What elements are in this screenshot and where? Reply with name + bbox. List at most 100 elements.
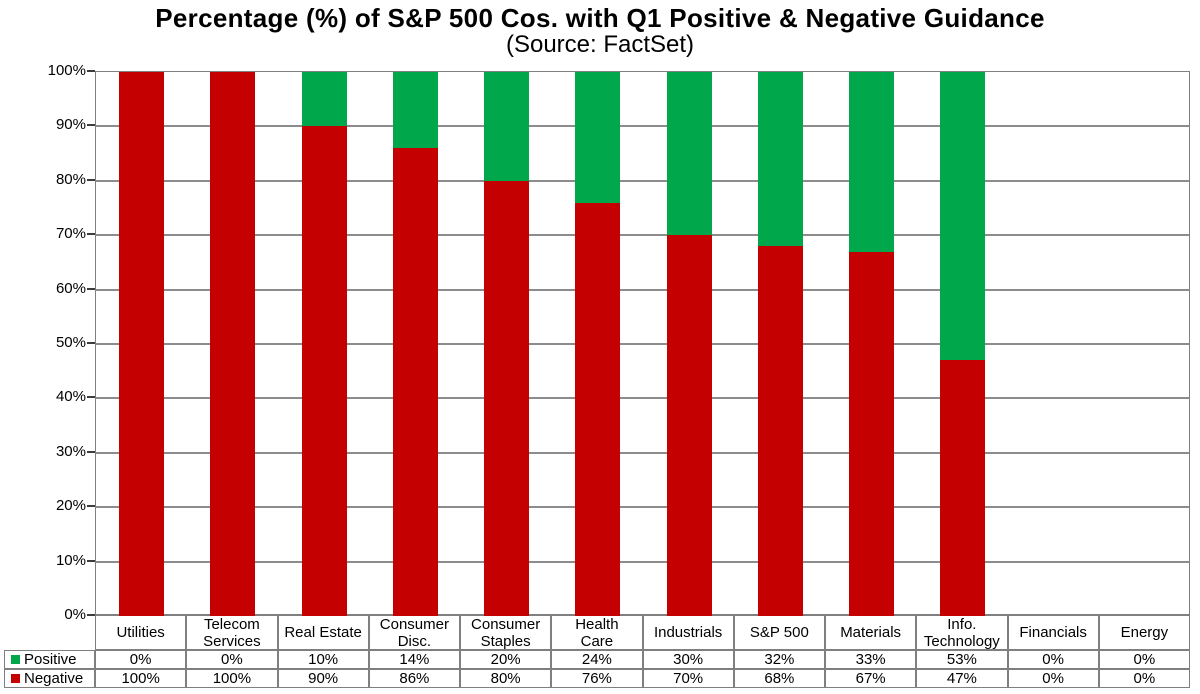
negative-value-cell: 68% xyxy=(733,669,825,688)
category-header-cell: Materials xyxy=(825,615,917,650)
y-axis-tick xyxy=(87,505,95,508)
negative-bar xyxy=(484,180,530,616)
negative-bar xyxy=(210,72,256,616)
positive-value-cell: 0% xyxy=(1007,650,1099,669)
y-axis-tick xyxy=(87,124,95,127)
gridline-70% xyxy=(96,234,1189,237)
positive-bar xyxy=(849,72,895,252)
category-header-cell: Industrials xyxy=(642,615,734,650)
gridline-60% xyxy=(96,288,1189,291)
category-label: Real Estate xyxy=(284,624,362,641)
category-header-cell: Health Care xyxy=(551,615,643,650)
negative-value-cell: 86% xyxy=(368,669,460,688)
positive-bar xyxy=(301,72,347,127)
negative-value-cell: 67% xyxy=(825,669,917,688)
y-axis-tick xyxy=(87,614,95,616)
gridline-40% xyxy=(96,397,1189,400)
category-label: Industrials xyxy=(653,624,723,641)
legend-negative: Negative xyxy=(4,669,95,688)
y-axis-tick xyxy=(87,287,95,290)
positive-value-cell: 53% xyxy=(916,650,1008,669)
legend-label: Positive xyxy=(24,651,77,668)
category-header-cell: Financials xyxy=(1007,615,1099,650)
negative-value-cell: 0% xyxy=(1098,669,1190,688)
positive-value-cell: 33% xyxy=(825,650,917,669)
negative-bar xyxy=(849,251,895,616)
negative-bar xyxy=(301,126,347,616)
positive-value-cell: 20% xyxy=(460,650,552,669)
chart-subtitle: (Source: FactSet) xyxy=(505,31,695,58)
y-axis-label: 90% xyxy=(55,116,86,134)
category-header-cell: Real Estate xyxy=(277,615,369,650)
y-axis-label: 100% xyxy=(47,62,86,79)
positive-value-cell: 32% xyxy=(733,650,825,669)
category-label: Telecom Services xyxy=(203,615,261,650)
category-header-cell: S&P 500 xyxy=(733,615,825,650)
positive-bar xyxy=(757,72,803,247)
gridline-20% xyxy=(96,506,1189,509)
gridline-10% xyxy=(96,560,1189,563)
category-label: Consumer Staples xyxy=(471,615,541,650)
y-axis-tick xyxy=(87,70,95,72)
category-label: Consumer Disc. xyxy=(379,615,449,650)
negative-value-cell: 70% xyxy=(642,669,734,688)
negative-bar xyxy=(392,148,438,616)
y-axis-label: 20% xyxy=(55,497,86,515)
legend-positive: Positive xyxy=(4,650,95,669)
legend-label: Negative xyxy=(24,670,84,687)
y-axis-label: 50% xyxy=(55,334,86,351)
positive-value-cell: 0% xyxy=(186,650,278,669)
gridline-30% xyxy=(96,451,1189,454)
positive-bar xyxy=(484,72,530,181)
negative-value-cell: 47% xyxy=(916,669,1008,688)
category-label: Utilities xyxy=(116,624,165,641)
negative-value-cell: 100% xyxy=(186,669,278,688)
plot-area xyxy=(95,71,1190,616)
category-header-cell: Info. Technology xyxy=(916,615,1008,650)
category-header-cell: Energy xyxy=(1098,615,1190,650)
positive-value-cell: 14% xyxy=(368,650,460,669)
y-axis-label: 60% xyxy=(55,279,86,297)
negative-value-cell: 80% xyxy=(460,669,552,688)
positive-bar xyxy=(940,72,986,361)
y-axis-label: 30% xyxy=(55,442,86,460)
positive-legend-swatch xyxy=(11,655,20,664)
y-axis-tick xyxy=(87,559,95,562)
y-axis-label: 70% xyxy=(55,225,86,243)
y-axis-label: 80% xyxy=(55,170,86,188)
positive-value-cell: 10% xyxy=(277,650,369,669)
positive-value-cell: 24% xyxy=(551,650,643,669)
positive-value-cell: 30% xyxy=(642,650,734,669)
negative-legend-swatch xyxy=(11,674,20,683)
positive-value-cell: 0% xyxy=(1098,650,1190,669)
negative-value-cell: 76% xyxy=(551,669,643,688)
gridline-80% xyxy=(96,179,1189,182)
negative-bar xyxy=(119,72,165,616)
negative-bar xyxy=(757,246,803,616)
category-label: Materials xyxy=(840,624,902,641)
negative-bar xyxy=(940,360,986,616)
chart-title: Percentage (%) of S&P 500 Cos. with Q1 P… xyxy=(155,3,1045,33)
gridline-50% xyxy=(96,343,1189,345)
positive-bar xyxy=(666,72,712,236)
positive-bar xyxy=(575,72,621,203)
category-label: Financials xyxy=(1019,624,1087,641)
negative-value-cell: 90% xyxy=(277,669,369,688)
y-axis-label: 40% xyxy=(55,388,86,406)
category-label: Energy xyxy=(1120,624,1169,641)
category-header-cell: Utilities xyxy=(95,615,187,650)
negative-value-cell: 100% xyxy=(95,669,187,688)
positive-value-cell: 0% xyxy=(95,650,187,669)
gridline-90% xyxy=(96,125,1189,128)
y-axis-tick xyxy=(87,233,95,236)
y-axis-tick xyxy=(87,396,95,399)
y-axis-tick xyxy=(87,342,95,344)
y-axis-label: 0% xyxy=(64,606,86,623)
category-header-cell: Consumer Disc. xyxy=(368,615,460,650)
negative-bar xyxy=(666,235,712,616)
negative-bar xyxy=(575,202,621,616)
y-axis-label: 10% xyxy=(55,551,86,569)
category-label: S&P 500 xyxy=(749,624,809,641)
y-axis-tick xyxy=(87,450,95,453)
